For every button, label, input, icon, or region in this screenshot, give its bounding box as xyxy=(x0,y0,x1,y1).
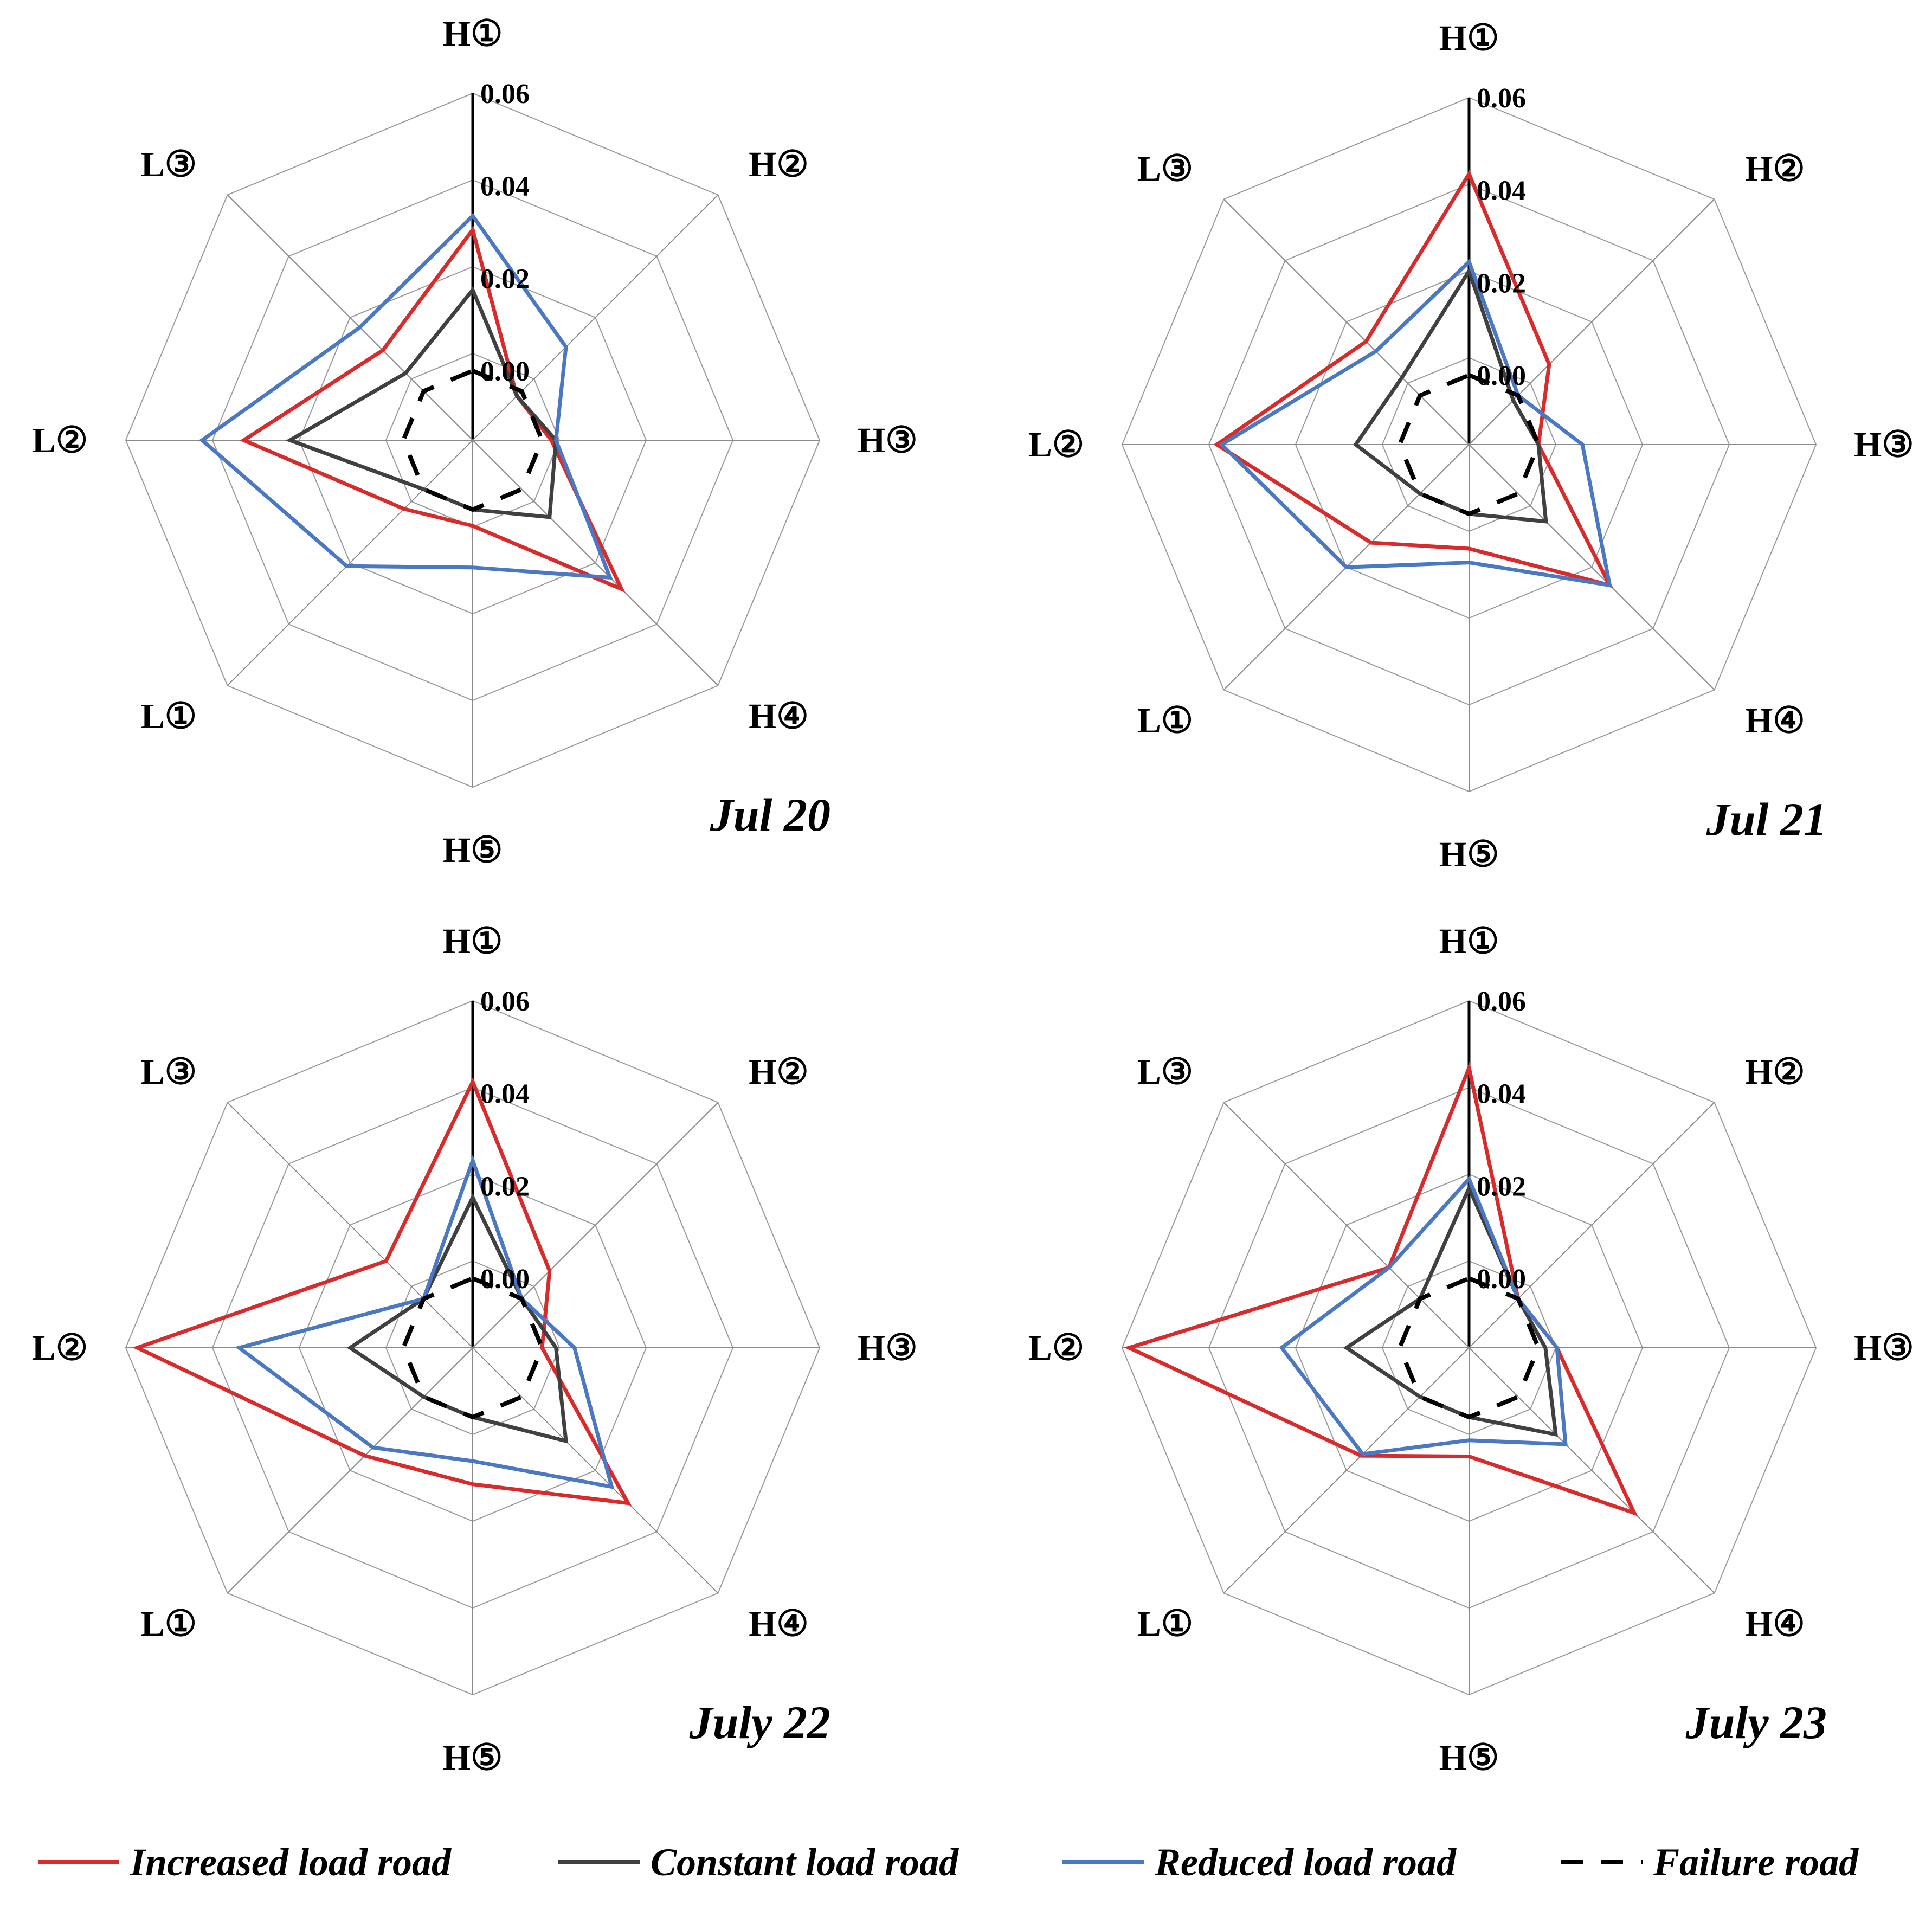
spoke xyxy=(1469,444,1715,691)
axis-label-1: H① xyxy=(443,922,503,961)
tick-label: 0.00 xyxy=(480,356,530,387)
series-constant-load-road xyxy=(1343,1183,1558,1437)
tick-label: 0.06 xyxy=(480,986,530,1017)
axis-label-7: L② xyxy=(32,421,88,460)
legend-label: Reduced load road xyxy=(1154,1841,1457,1884)
axis-label-7: L② xyxy=(32,1328,88,1368)
legend-label: Constant load road xyxy=(651,1841,959,1884)
spoke xyxy=(1469,1347,1715,1594)
legend-label: Increased load road xyxy=(130,1841,452,1884)
spoke xyxy=(472,1102,719,1348)
radar-chart-4: 0.00 0.02 0.04 0.06 H① H② H③ H④ H⑤ L① L② L③ July 23 xyxy=(1028,922,1914,1778)
tick-label: 0.00 xyxy=(480,1264,530,1295)
tick-label: 0.02 xyxy=(480,1171,530,1202)
series-reduced-load-road xyxy=(199,213,613,580)
series-reduced-load-road xyxy=(1279,1175,1568,1456)
series-increased-load-road xyxy=(240,225,626,593)
spoke xyxy=(1223,198,1470,445)
axis-label-2: H② xyxy=(1745,149,1805,189)
spoke xyxy=(1469,198,1715,445)
series-increased-load-road xyxy=(1213,170,1614,588)
spoke xyxy=(1223,1347,1470,1594)
axis-label-1: H① xyxy=(443,14,503,54)
axis-label-6: L① xyxy=(1137,1604,1193,1644)
tick-label: 0.04 xyxy=(1477,176,1526,207)
spoke xyxy=(472,194,719,441)
axis-label-6: L① xyxy=(1137,701,1193,741)
tick-label: 0.02 xyxy=(480,263,530,294)
spoke xyxy=(472,440,719,686)
tick-label: 0.06 xyxy=(1477,986,1526,1017)
axis-label-4: H④ xyxy=(1745,701,1805,741)
series-failure-road xyxy=(1397,372,1541,517)
axis-label-5: H⑤ xyxy=(1439,835,1499,874)
panel-date-label: Jul 20 xyxy=(710,789,830,841)
series-failure-road xyxy=(1397,1276,1541,1420)
axis-label-4: H④ xyxy=(749,697,809,736)
legend: Increased load road Constant load road Red… xyxy=(38,1841,1859,1884)
axis-label-6: L① xyxy=(141,1604,197,1644)
axis-label-8: L③ xyxy=(141,1052,197,1092)
panel-date-label: July 22 xyxy=(689,1696,830,1748)
axis-label-5: H⑤ xyxy=(1439,1738,1499,1778)
axis-label-5: H⑤ xyxy=(443,831,503,870)
spoke xyxy=(227,194,473,441)
axis-label-4: H④ xyxy=(1745,1604,1805,1644)
series-failure-road xyxy=(401,1276,545,1420)
tick-label: 0.06 xyxy=(1477,83,1526,114)
tick-label: 0.02 xyxy=(1477,1171,1526,1202)
spoke xyxy=(1469,1102,1715,1348)
radar-chart-2: 0.00 0.02 0.04 0.06 H① H② H③ H④ H⑤ L① L② L③ Jul 21 xyxy=(1028,18,1914,874)
axis-label-8: L③ xyxy=(1137,1052,1193,1092)
axis-label-1: H① xyxy=(1439,922,1499,961)
axis-label-3: H③ xyxy=(1854,1328,1914,1368)
series-failure-road xyxy=(401,368,545,512)
spoke xyxy=(227,1102,473,1348)
axis-label-7: L② xyxy=(1028,425,1084,465)
axis-label-4: H④ xyxy=(749,1604,809,1644)
series-increased-load-road xyxy=(1124,1061,1638,1516)
axis-label-3: H③ xyxy=(858,1328,918,1368)
axis-label-3: H③ xyxy=(858,421,918,460)
tick-label: 0.04 xyxy=(480,1079,530,1110)
series-reduced-load-road xyxy=(235,1154,615,1489)
axis-label-2: H② xyxy=(1745,1052,1805,1092)
tick-label: 0.00 xyxy=(1477,1264,1526,1295)
panel-date-label: July 23 xyxy=(1685,1696,1827,1748)
tick-label: 0.04 xyxy=(1477,1079,1526,1110)
tick-label: 0.00 xyxy=(1477,361,1526,391)
legend-item-increased-load-road: Increased load road xyxy=(38,1841,452,1884)
axis-label-8: L③ xyxy=(141,145,197,184)
axis-label-2: H② xyxy=(749,145,809,184)
tick-label: 0.02 xyxy=(1477,268,1526,299)
axis-label-3: H③ xyxy=(1854,425,1914,465)
series-reduced-load-road xyxy=(1218,258,1612,588)
spoke xyxy=(1223,1102,1470,1348)
axis-label-7: L② xyxy=(1028,1328,1084,1368)
legend-item-reduced-load-road: Reduced load road xyxy=(1062,1841,1457,1884)
spoke xyxy=(472,1347,719,1594)
axis-label-5: H⑤ xyxy=(443,1738,503,1778)
axis-label-2: H② xyxy=(749,1052,809,1092)
axis-label-8: L③ xyxy=(1137,149,1193,189)
legend-item-constant-load-road: Constant load road xyxy=(558,1841,959,1884)
spoke xyxy=(227,1347,473,1594)
series-increased-load-road xyxy=(132,1077,632,1506)
spoke xyxy=(227,440,473,686)
legend-label: Failure road xyxy=(1653,1841,1859,1884)
radar-chart-3: 0.00 0.02 0.04 0.06 H① H② H③ H④ H⑤ L① L② L③ July 22 xyxy=(32,922,918,1778)
legend-item-failure-road: Failure road xyxy=(1561,1841,1859,1884)
tick-label: 0.06 xyxy=(480,79,530,110)
axis-label-1: H① xyxy=(1439,18,1499,58)
panel-date-label: Jul 21 xyxy=(1706,793,1827,845)
axis-label-6: L① xyxy=(141,697,197,736)
radar-chart-1: 0.00 0.02 0.04 0.06 H① H② H③ H④ H⑤ L① L② L③ Jul 20 xyxy=(32,14,918,870)
tick-label: 0.04 xyxy=(480,171,530,202)
